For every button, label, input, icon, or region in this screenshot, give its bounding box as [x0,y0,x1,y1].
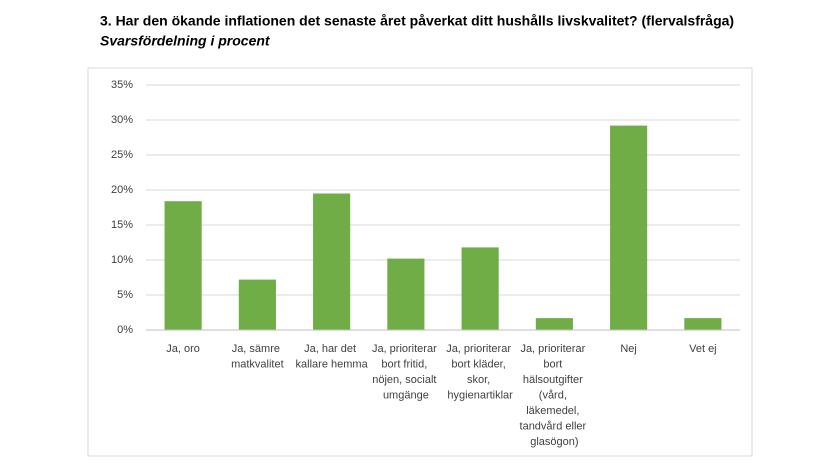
y-tick-label: 30% [111,114,133,126]
y-tick-label: 15% [111,219,133,231]
bar [164,201,202,330]
bar [535,318,573,330]
bar [387,258,425,330]
bar [684,318,722,330]
x-tick-label: Nej [620,343,637,355]
x-tick-label: Ja, prioriterar bort hälsoutgifter (vård… [520,343,590,448]
bar [313,193,351,330]
y-tick-label: 5% [117,289,133,301]
y-tick-label: 0% [117,324,133,336]
bar [610,125,648,330]
x-tick-label: Ja, prioriterar bort kläder, skor, hygie… [446,343,514,402]
bar [238,279,276,330]
x-tick-label: Ja, oro [166,343,200,355]
y-tick-label: 35% [111,79,133,91]
x-tick-label: Ja, prioriterar bort fritid, nöjen, soci… [372,343,440,402]
x-tick-label: Vet ej [689,343,717,355]
y-tick-label: 10% [111,254,133,266]
chart-subtitle: Svarsfördelning i procent [100,33,271,49]
bar [461,247,499,330]
chart-frame [87,67,753,457]
y-tick-label: 25% [111,149,133,161]
x-tick-label: Ja, sämre matkvalitet [231,343,284,371]
x-tick-label: Ja, har det kallare hemma [296,343,369,371]
chart-title: 3. Har den ökande inflationen det senast… [100,13,734,29]
y-tick-label: 20% [111,184,133,196]
